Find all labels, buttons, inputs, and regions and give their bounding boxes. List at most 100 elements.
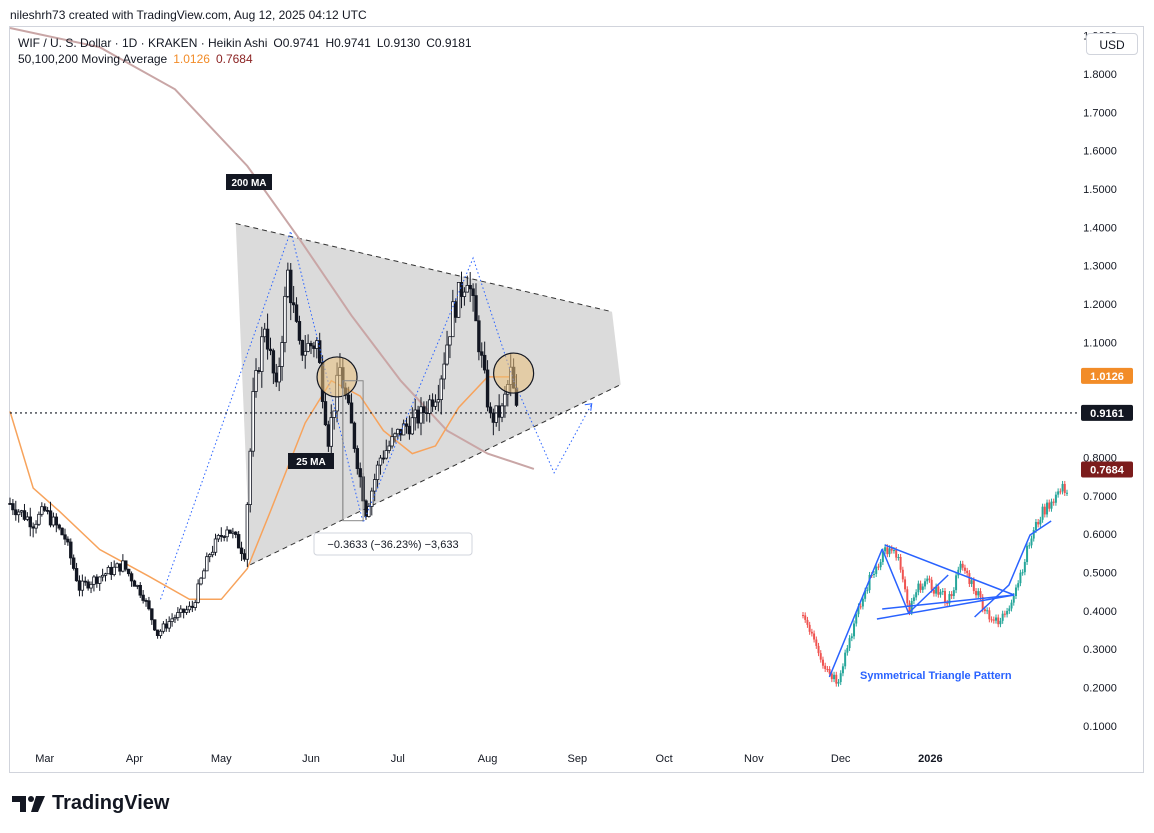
candle-body xyxy=(14,509,18,516)
candle-body xyxy=(225,529,229,538)
attribution-text: nileshrh73 created with TradingView.com,… xyxy=(10,8,367,22)
inset-candle-body xyxy=(939,592,942,595)
candle-body xyxy=(375,464,380,480)
inset-candle-body xyxy=(979,591,982,598)
inset-candle-body xyxy=(1032,530,1035,539)
inset-candle-body xyxy=(928,578,931,580)
price-tag-label: 0.9161 xyxy=(1090,408,1124,420)
inset-candle-body xyxy=(1012,596,1015,603)
candle-body xyxy=(92,576,96,585)
inset-candle-body xyxy=(966,570,969,574)
ma200-label: 200 MA xyxy=(231,178,266,189)
inset-candle-body xyxy=(983,609,986,612)
inset-candle-body xyxy=(919,583,922,590)
candle-body xyxy=(208,554,212,558)
inset-candle-body xyxy=(1034,521,1037,531)
y-tick-label: 0.5000 xyxy=(1083,567,1117,579)
candle-body xyxy=(265,328,270,350)
inset-candle-body xyxy=(1054,494,1057,503)
candle-body xyxy=(100,574,105,578)
candle-body xyxy=(129,573,134,582)
candle-body xyxy=(69,541,73,559)
currency-button[interactable]: USD xyxy=(1086,33,1138,55)
candle-body xyxy=(141,594,145,601)
y-tick-label: 0.3000 xyxy=(1083,644,1117,656)
candle-body xyxy=(83,580,87,583)
inset-candle-body xyxy=(924,581,927,587)
candle-body xyxy=(147,600,151,610)
candle-body xyxy=(98,576,102,584)
inset-candle-body xyxy=(1059,491,1062,493)
candle-body xyxy=(161,623,166,632)
candle-body xyxy=(503,393,507,407)
inset-candle-body xyxy=(1041,506,1044,520)
y-tick-label: 1.6000 xyxy=(1083,146,1117,158)
candle-body xyxy=(239,547,244,555)
candle-body xyxy=(254,370,258,392)
candle-body xyxy=(413,409,417,419)
inset-breakout-arrow xyxy=(974,520,1052,618)
inset-candle-body xyxy=(997,617,1000,625)
inset-candle-body xyxy=(877,566,880,568)
candle-body xyxy=(45,509,50,512)
candle-body xyxy=(381,457,386,460)
inset-candle-body xyxy=(1003,613,1006,615)
measure-label-box xyxy=(313,532,473,556)
inset-candle-body xyxy=(802,615,804,616)
inset-candle-body xyxy=(912,597,915,601)
candle-body xyxy=(488,406,493,414)
candle-body xyxy=(260,336,264,372)
symbol-line: WIF / U. S. Dollar · 1D · KRAKEN · Heiki… xyxy=(18,36,268,50)
chart-frame xyxy=(9,26,1144,773)
symbol-row: WIF / U. S. Dollar · 1D · KRAKEN · Heiki… xyxy=(18,35,472,51)
inset-candle-body xyxy=(868,574,871,591)
inset-candle-body xyxy=(915,592,918,598)
inset-candle-body xyxy=(952,590,955,597)
y-tick-label: 1.4000 xyxy=(1083,222,1117,234)
candle-body xyxy=(22,510,27,520)
ma-row[interactable]: 50,100,200 Moving Average 1.0126 0.7684 xyxy=(18,51,472,67)
chart-legend: WIF / U. S. Dollar · 1D · KRAKEN · Heiki… xyxy=(18,35,472,67)
ma25-label-box xyxy=(288,453,334,469)
x-tick-label: Apr xyxy=(126,753,143,765)
inset-candle-body xyxy=(837,682,840,684)
inset-candle-body xyxy=(884,547,887,552)
inset-candle-body xyxy=(850,636,853,639)
ohlc-high: H0.9741 xyxy=(325,36,371,50)
projection-path xyxy=(513,380,593,474)
inset-candle-body xyxy=(981,597,984,610)
candle-body xyxy=(465,284,470,293)
candle-body xyxy=(416,409,420,424)
ma200-label-box xyxy=(226,174,272,190)
tradingview-footer[interactable]: TradingView xyxy=(12,792,169,815)
candle-body xyxy=(482,354,487,371)
price-tag-label: 0.7684 xyxy=(1090,465,1125,477)
candles-group xyxy=(8,262,519,639)
candle-body xyxy=(410,417,415,435)
inset-candle-body xyxy=(808,624,811,632)
candle-body xyxy=(326,424,331,447)
triangle-lower-line xyxy=(250,384,621,566)
candle-body xyxy=(485,369,490,408)
candle-body xyxy=(332,410,336,418)
candle-body xyxy=(396,428,400,435)
candle-body xyxy=(297,321,302,341)
inset-candle-body xyxy=(963,567,966,571)
candle-body xyxy=(346,394,351,404)
inset-candle-body xyxy=(995,617,998,621)
candle-body xyxy=(248,450,252,506)
candle-body xyxy=(106,567,111,575)
inset-candle-body xyxy=(901,569,904,580)
inset-candle-body xyxy=(1021,572,1024,574)
candle-body xyxy=(19,510,24,513)
inset-candle-body xyxy=(970,580,973,584)
x-tick-label: Mar xyxy=(35,753,54,765)
y-tick-label: 0.7000 xyxy=(1083,491,1117,503)
candle-body xyxy=(262,328,267,338)
y-tick-label: 1.2000 xyxy=(1083,299,1117,311)
candle-body xyxy=(8,503,12,505)
candle-body xyxy=(51,516,56,526)
candle-body xyxy=(500,405,504,418)
candle-body xyxy=(277,366,281,383)
